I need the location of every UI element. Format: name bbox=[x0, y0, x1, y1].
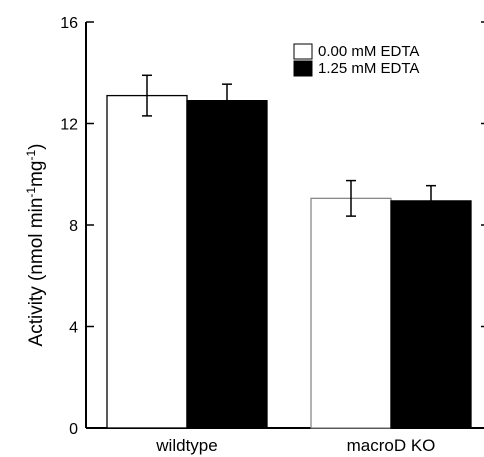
legend-swatch bbox=[293, 43, 313, 60]
x-category-label: wildtype bbox=[155, 436, 217, 455]
legend-label: 1.25 mM EDTA bbox=[318, 60, 419, 77]
x-category-label: macroD KO bbox=[347, 436, 436, 455]
y-axis-title-part: Activity (nmol min bbox=[26, 198, 47, 347]
y-tick-label: 8 bbox=[69, 218, 78, 235]
bar bbox=[390, 200, 472, 429]
y-axis-title-part: ) bbox=[26, 144, 47, 150]
y-tick-label: 4 bbox=[69, 320, 78, 337]
legend-swatch bbox=[293, 60, 313, 77]
y-tick-label: 16 bbox=[60, 15, 78, 32]
y-tick-label: 0 bbox=[69, 421, 78, 438]
y-axis-title: Activity (nmol min-1mg-1) bbox=[24, 144, 47, 347]
y-tick-label: 12 bbox=[60, 117, 78, 134]
bar bbox=[186, 100, 268, 429]
y-axis-title-part: mg bbox=[26, 161, 47, 187]
bar bbox=[106, 94, 188, 429]
y-axis-title-superscript: -1 bbox=[24, 187, 38, 198]
bar bbox=[310, 197, 392, 429]
legend-label: 0.00 mM EDTA bbox=[318, 43, 419, 60]
y-axis-title-superscript: -1 bbox=[24, 150, 38, 161]
